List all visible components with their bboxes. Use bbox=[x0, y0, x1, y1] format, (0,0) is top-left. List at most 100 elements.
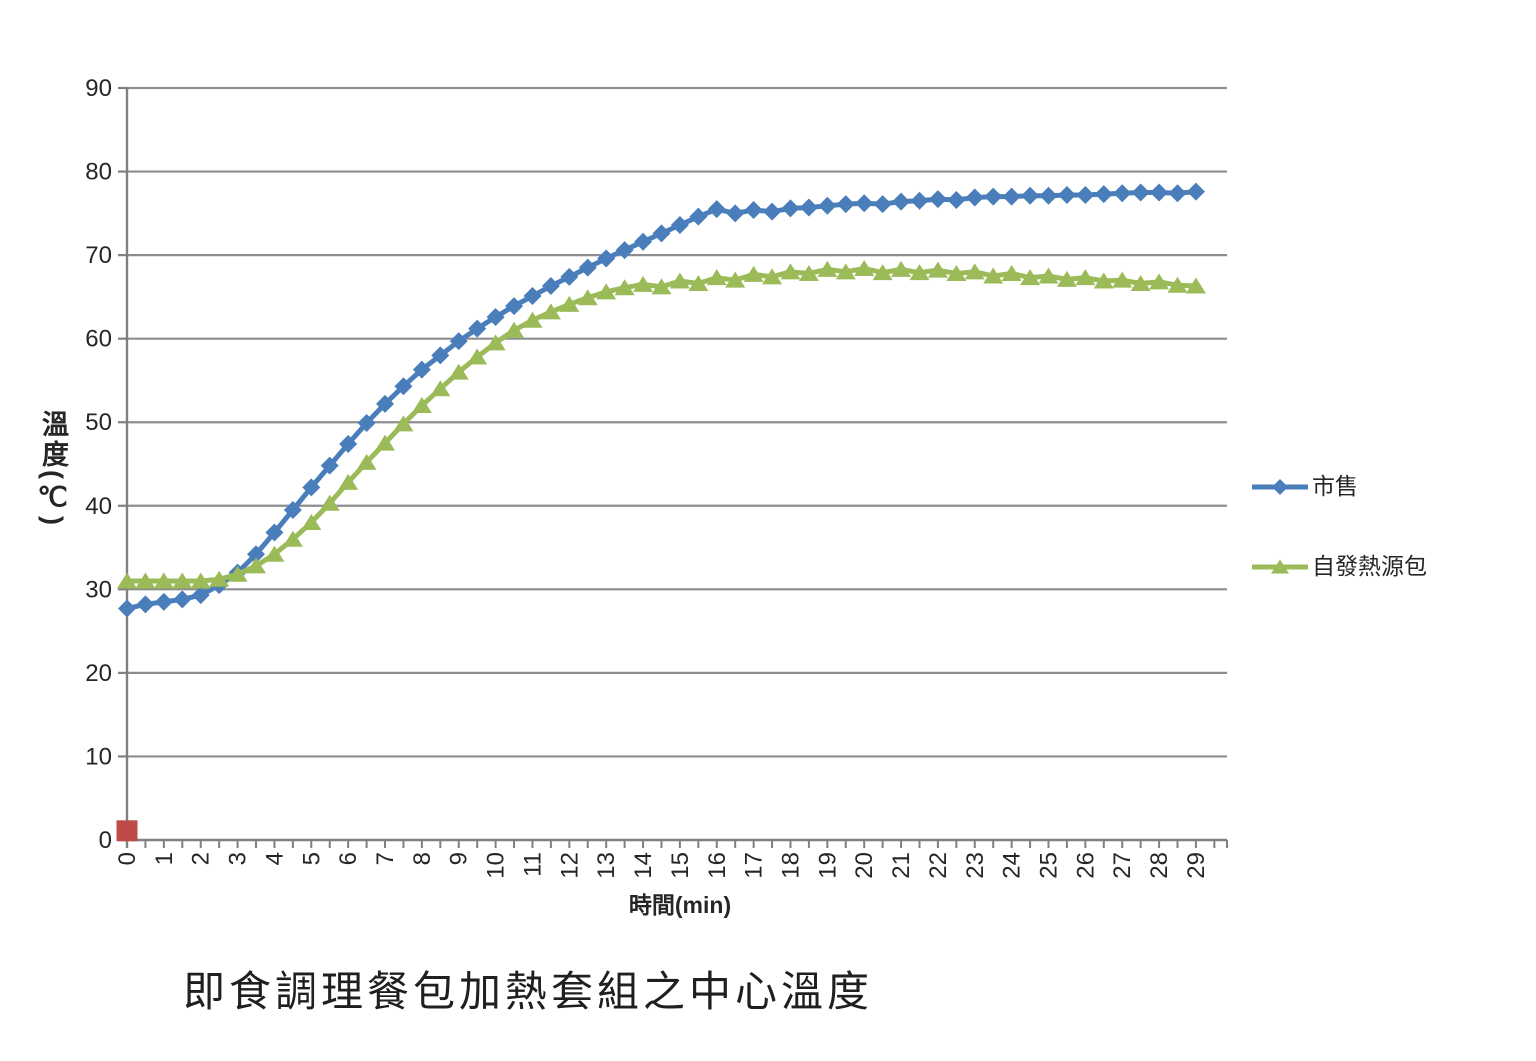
series-0-diamond-marker-icon bbox=[818, 196, 837, 215]
x-tick-label-19: 19 bbox=[814, 852, 841, 879]
x-tick-label-29: 29 bbox=[1183, 852, 1210, 879]
series-1-triangle-marker-icon bbox=[540, 303, 561, 320]
x-tick-label-11: 11 bbox=[519, 852, 546, 877]
series-0-diamond-marker-icon bbox=[247, 545, 266, 564]
chart-title: 即食調理餐包加熱套組之中心溫度 bbox=[183, 970, 874, 1016]
x-tick-label-15: 15 bbox=[667, 852, 694, 879]
series-1-triangle-marker-icon bbox=[780, 263, 801, 280]
series-0-diamond-marker-icon bbox=[615, 241, 634, 260]
series-0-diamond-marker-icon bbox=[670, 216, 689, 235]
series-0-diamond-marker-icon bbox=[836, 195, 855, 214]
series-0-diamond-marker-icon bbox=[394, 377, 413, 396]
x-axis-title: 時間(min) bbox=[628, 892, 732, 918]
series-0-diamond-marker-icon bbox=[505, 297, 524, 316]
series-0-diamond-marker-icon bbox=[486, 307, 505, 326]
y-tick-label-90: 90 bbox=[85, 75, 112, 102]
y-tick-label-70: 70 bbox=[85, 242, 112, 269]
series-1-triangle-marker-icon bbox=[706, 269, 727, 286]
series-1-triangle-marker-icon bbox=[264, 545, 285, 562]
series-1-triangle-marker-icon bbox=[854, 259, 875, 276]
series-1-triangle-marker-icon bbox=[596, 283, 617, 300]
series-0-diamond-marker-icon bbox=[744, 200, 763, 219]
series-0-diamond-marker-icon bbox=[947, 190, 966, 209]
y-tick-label-50: 50 bbox=[85, 409, 112, 436]
y-tick-label-0: 0 bbox=[99, 827, 112, 854]
x-tick-label-13: 13 bbox=[593, 852, 620, 879]
series-1-triangle-marker-icon bbox=[798, 264, 819, 281]
series-1-triangle-marker-icon bbox=[872, 264, 893, 281]
series-0-diamond-marker-icon bbox=[1076, 185, 1095, 204]
series-1-triangle-marker-icon bbox=[1001, 264, 1022, 281]
series-0-diamond-marker-icon bbox=[1131, 183, 1150, 202]
series-1-triangle-marker-icon bbox=[817, 260, 838, 277]
series-1-triangle-marker-icon bbox=[577, 289, 598, 306]
series-1-triangle-marker-icon bbox=[651, 278, 672, 295]
series-0-diamond-marker-icon bbox=[523, 287, 542, 306]
series-1-triangle-marker-icon bbox=[1093, 272, 1114, 289]
series-0-diamond-marker-icon bbox=[1021, 186, 1040, 205]
series-0-diamond-marker-icon bbox=[578, 258, 597, 277]
series-1-triangle-marker-icon bbox=[927, 261, 948, 278]
x-tick-label-25: 25 bbox=[1036, 852, 1063, 879]
series-1-triangle-marker-icon bbox=[522, 311, 543, 328]
x-tick-label-9: 9 bbox=[446, 852, 473, 865]
series-0-diamond-marker-icon bbox=[892, 192, 911, 211]
series-1-triangle-marker-icon bbox=[835, 263, 856, 280]
series-1-triangle-marker-icon bbox=[983, 267, 1004, 284]
series-0-diamond-marker-icon bbox=[763, 202, 782, 221]
series-0-diamond-marker-icon bbox=[781, 199, 800, 218]
series-0-diamond-marker-icon bbox=[689, 207, 708, 226]
series-1-triangle-marker-icon bbox=[319, 494, 340, 511]
series-0-diamond-marker-icon bbox=[707, 200, 726, 219]
series-0-diamond-marker-icon bbox=[1094, 185, 1113, 204]
series-1-triangle-marker-icon bbox=[688, 275, 709, 292]
series-0-diamond-marker-icon bbox=[376, 394, 395, 413]
series-0-diamond-marker-icon bbox=[412, 360, 431, 379]
series-1-triangle-marker-icon bbox=[209, 570, 230, 587]
series-0-diamond-marker-icon bbox=[634, 232, 653, 251]
series-0-diamond-marker-icon bbox=[468, 319, 487, 338]
series-1-triangle-marker-icon bbox=[909, 264, 930, 281]
series-1-triangle-marker-icon bbox=[485, 334, 506, 351]
series-0-diamond-marker-icon bbox=[1168, 184, 1187, 203]
series-0-diamond-marker-icon bbox=[118, 599, 136, 618]
y-tick-label-60: 60 bbox=[85, 326, 112, 353]
series-0-diamond-marker-icon bbox=[799, 198, 818, 217]
red-origin-square-marker-icon bbox=[116, 820, 138, 842]
x-tick-label-3: 3 bbox=[225, 852, 252, 865]
x-tick-label-14: 14 bbox=[630, 852, 657, 879]
series-1-triangle-marker-icon bbox=[467, 348, 488, 365]
legend-diamond-marker-icon bbox=[1272, 479, 1288, 495]
x-tick-label-0: 0 bbox=[114, 852, 141, 865]
x-tick-label-8: 8 bbox=[409, 852, 436, 865]
series-0-diamond-marker-icon bbox=[652, 224, 671, 243]
series-0-diamond-marker-icon bbox=[855, 194, 874, 213]
x-tick-label-6: 6 bbox=[335, 852, 362, 865]
series-1-triangle-marker-icon bbox=[1020, 269, 1041, 286]
x-tick-label-4: 4 bbox=[261, 852, 288, 865]
series-1-triangle-marker-icon bbox=[411, 397, 432, 414]
x-tick-label-27: 27 bbox=[1109, 852, 1136, 879]
series-1-triangle-marker-icon bbox=[1167, 276, 1188, 293]
series-0-diamond-marker-icon bbox=[1150, 183, 1169, 202]
series-1-triangle-marker-icon bbox=[1185, 277, 1206, 294]
series-0-diamond-marker-icon bbox=[1113, 184, 1132, 203]
series-0-diamond-marker-icon bbox=[1186, 182, 1205, 201]
series-1-triangle-marker-icon bbox=[117, 572, 137, 589]
x-tick-label-23: 23 bbox=[962, 852, 989, 879]
series-0-diamond-marker-icon bbox=[191, 586, 210, 605]
series-0-diamond-marker-icon bbox=[265, 523, 284, 542]
series-1-triangle-marker-icon bbox=[135, 572, 156, 589]
series-0-diamond-marker-icon bbox=[1057, 185, 1076, 204]
series-1-triangle-marker-icon bbox=[725, 271, 746, 288]
series-0-diamond-marker-icon bbox=[984, 187, 1003, 206]
series-1-triangle-marker-icon bbox=[1112, 271, 1133, 288]
series-0-diamond-marker-icon bbox=[154, 592, 173, 611]
x-tick-label-26: 26 bbox=[1072, 852, 1099, 879]
legend-triangle-marker-icon bbox=[1271, 559, 1289, 574]
x-tick-label-7: 7 bbox=[372, 852, 399, 865]
series-1-triangle-marker-icon bbox=[190, 572, 211, 589]
x-tick-label-17: 17 bbox=[741, 852, 768, 879]
series-1-triangle-marker-icon bbox=[891, 260, 912, 277]
series-1-triangle-marker-icon bbox=[393, 415, 414, 432]
